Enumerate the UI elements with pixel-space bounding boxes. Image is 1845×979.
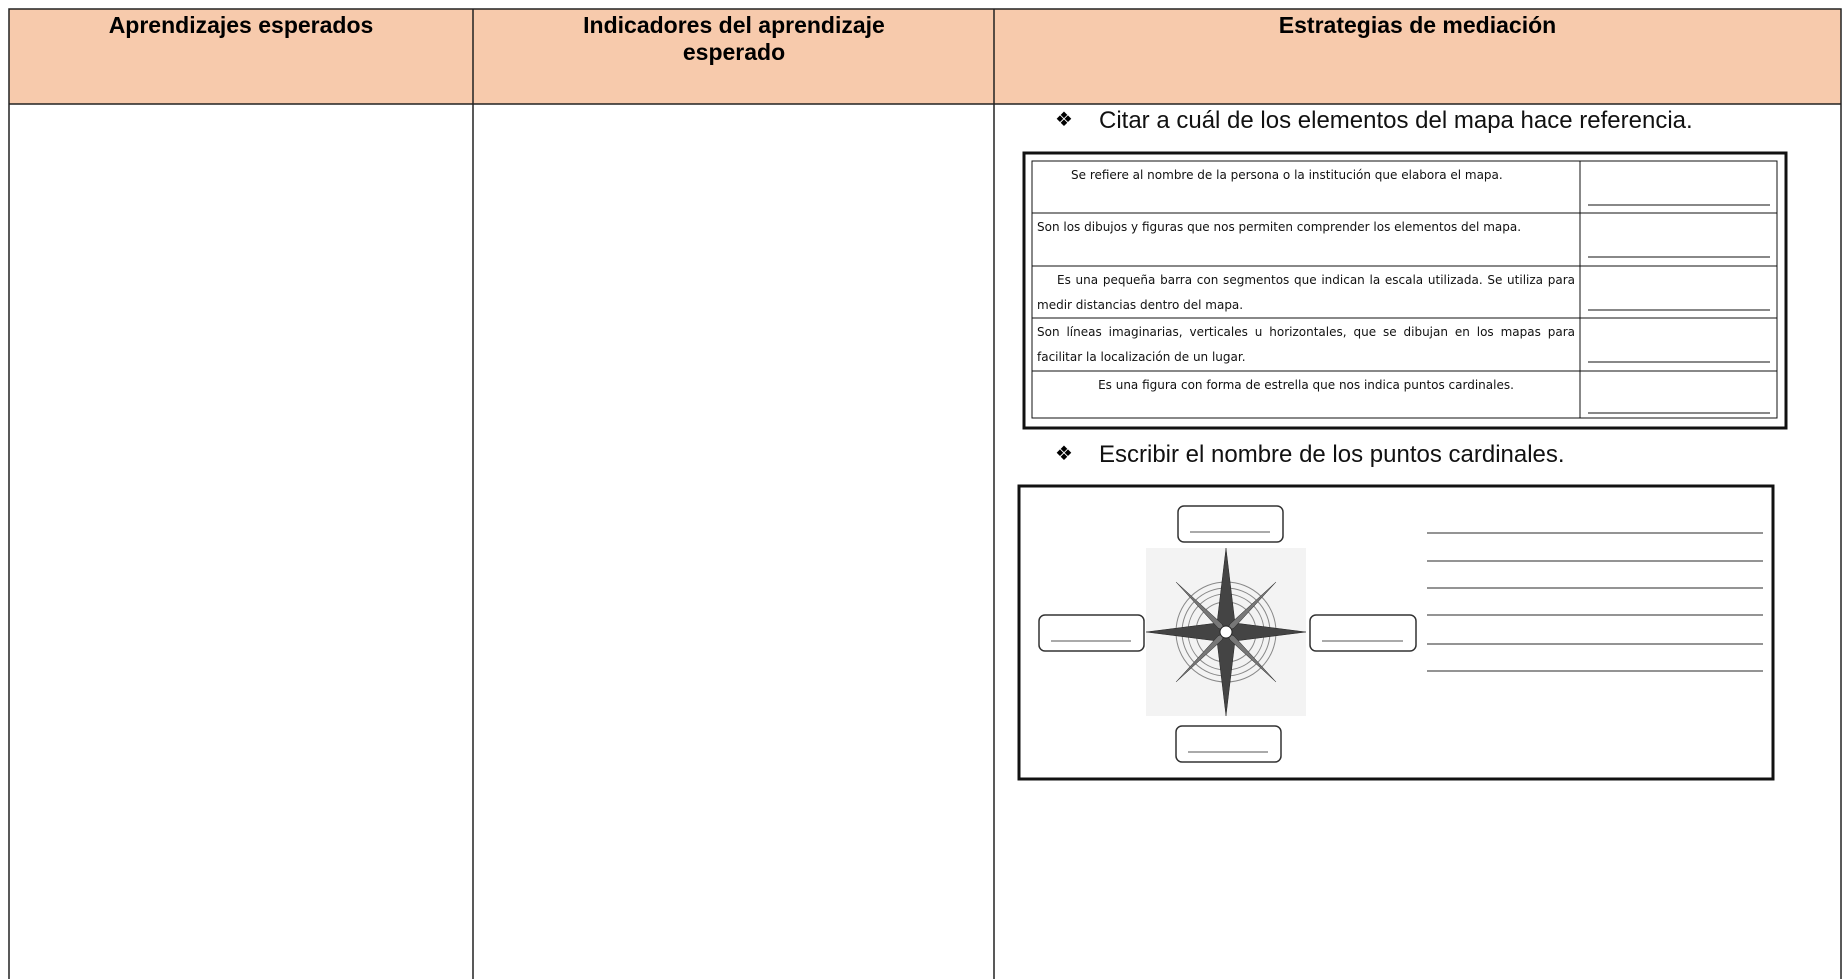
table-cell: Son los dibujos y figuras que nos permit… [1037,220,1522,234]
table-cell: Son líneas imaginarias, verticales u hor… [1037,325,1575,364]
bullet: ❖ [1055,443,1073,465]
table-cell: Se refiere al nombre de la persona o la … [1071,168,1503,182]
outer-table [8,8,1842,979]
header-fill [9,9,1841,104]
column-header: Estrategias de mediación [1278,12,1557,38]
compass-exercise [1017,484,1775,781]
instruction: Citar a cuál de los elementos del mapa h… [1099,107,1693,134]
table-cell: Es una figura con forma de estrella que … [1098,378,1514,392]
inner-table [1022,151,1788,430]
bullet: ❖ [1055,109,1073,131]
table-cell: Es una pequeña barra con segmentos que i… [1037,273,1575,312]
instruction: Escribir el nombre de los puntos cardina… [1099,441,1565,468]
column-header: Indicadores del aprendizaje esperado [583,12,885,65]
column-header: Aprendizajes esperados [108,12,374,38]
